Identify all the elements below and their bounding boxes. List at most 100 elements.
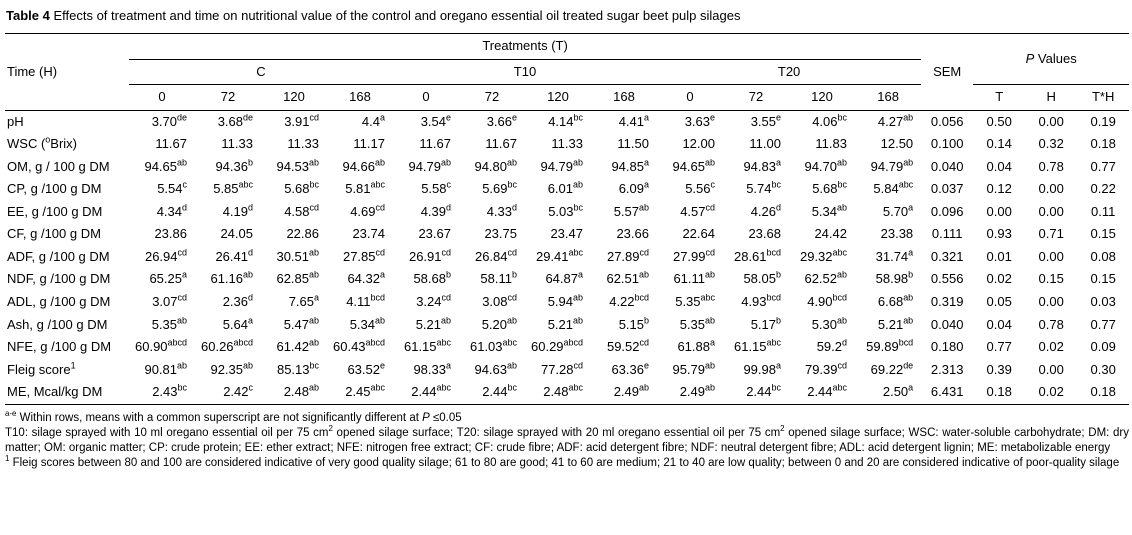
table-header: Time (H) Treatments (T) SEM P Values C T… [5, 33, 1130, 111]
value-cell: 11.67 [155, 136, 187, 152]
row-label: NFE, g /100 g DM [7, 339, 112, 355]
value-cell: 4.41a [618, 112, 649, 129]
value-cell: 64.87a [545, 270, 583, 287]
sem-cell: 0.040 [930, 316, 964, 332]
sem-cell: 0.040 [930, 158, 964, 174]
value-cell: 29.32abc [799, 247, 847, 264]
p-value-cell: 0.01 [986, 248, 1012, 264]
sem-cell: 0.180 [930, 339, 964, 355]
p-value-cell: 0.12 [986, 181, 1012, 197]
value-cell: 58.68b [413, 270, 451, 287]
value-cell: 58.98b [875, 270, 914, 287]
data-row: Ash, g /100 g DM 5.35ab 5.64a 5.47ab 5.34ab 5… [5, 314, 1129, 337]
value-cell: 94.79ab [408, 157, 451, 174]
sem-cell: 0.319 [930, 294, 964, 310]
value-cell: 4.4a [361, 112, 385, 129]
value-cell: 30.51ab [276, 247, 319, 264]
value-cell: 5.54c [157, 179, 187, 197]
value-cell: 5.94ab [547, 292, 583, 310]
value-cell: 6.09a [618, 179, 649, 197]
value-cell: 6.01ab [547, 179, 583, 197]
value-cell: 4.90bcd [807, 292, 847, 310]
value-cell: 3.66e [486, 112, 517, 129]
value-cell: 99.98a [743, 360, 781, 377]
value-cell: 23.66 [616, 226, 649, 242]
value-cell: 22.64 [682, 226, 715, 242]
data-row: ADL, g /100 g DM 3.07cd 2.36d 7.65a 4.11bcd 3… [5, 291, 1129, 314]
p-value-cell: 0.00 [1038, 294, 1064, 310]
p-value-cell: 0.93 [986, 226, 1012, 242]
value-cell: 5.34ab [811, 202, 847, 219]
value-cell: 94.36b [215, 157, 253, 174]
p-value-cell: 0.18 [1090, 136, 1116, 152]
row-label: WSC (oBrix) [7, 134, 77, 152]
value-cell: 62.52ab [804, 270, 847, 287]
value-cell: 62.85ab [276, 270, 319, 287]
header-row-groups: C T10 T20 [5, 59, 1129, 86]
footnotes: a-e Within rows, means with a common sup… [5, 409, 1129, 472]
value-cell: 11.83 [815, 136, 847, 152]
p-value-cell: 0.03 [1090, 294, 1116, 310]
time-col-header: 0 [129, 84, 195, 111]
value-cell: 4.22bcd [609, 292, 649, 310]
p-value-cell: 0.00 [986, 203, 1012, 219]
value-cell: 23.74 [352, 226, 385, 242]
value-cell: 61.16ab [210, 270, 253, 287]
header-row-treatments: Time (H) Treatments (T) SEM P Values [5, 33, 1130, 111]
p-value-cell: 0.00 [1038, 203, 1064, 219]
value-cell: 60.29abcd [531, 337, 583, 355]
value-cell: 5.15b [618, 315, 649, 332]
sem-cell: 0.321 [930, 248, 964, 264]
value-cell: 2.44abc [807, 382, 847, 400]
table-body: pH 3.70de 3.68de 3.91cd 4.4a 3.54e 3.66e 4.14bc… [5, 110, 1129, 404]
row-label: NDF, g /100 g DM [7, 271, 111, 287]
p-value-cell: 0.02 [1038, 384, 1064, 400]
value-cell: 3.24cd [416, 292, 451, 310]
value-cell: 95.79ab [672, 360, 715, 377]
value-cell: 24.05 [220, 226, 253, 242]
time-col-header: 0 [657, 84, 723, 111]
time-col-header: 120 [789, 84, 855, 111]
row-label: OM, g / 100 g DM [7, 158, 110, 174]
value-cell: 24.42 [814, 226, 847, 242]
value-cell: 29.41abc [535, 247, 583, 264]
value-cell: 69.22de [870, 360, 914, 377]
group-header-t20: T20 [657, 59, 922, 86]
row-label: Fleig score1 [7, 360, 76, 377]
data-row: WSC (oBrix) 11.67 11.33 11.33 11.17 11.67 11.6… [5, 133, 1129, 156]
data-row: OM, g / 100 g DM 94.65ab 94.36b 94.53ab 94.6… [5, 156, 1129, 179]
value-cell: 94.80ab [474, 157, 517, 174]
row-label: ADL, g /100 g DM [7, 294, 111, 310]
value-cell: 26.94cd [144, 247, 187, 264]
value-cell: 92.35ab [210, 360, 253, 377]
p-value-cell: 0.00 [1038, 113, 1064, 129]
value-cell: 5.17b [750, 315, 781, 332]
value-cell: 61.15abc [733, 337, 781, 355]
value-cell: 26.84cd [474, 247, 517, 264]
time-col-header: 0 [393, 84, 459, 111]
data-row: Fleig score1 90.81ab 92.35ab 85.13bc 63.52e 9… [5, 359, 1129, 382]
value-cell: 11.33 [287, 136, 319, 152]
sem-header: SEM [921, 33, 974, 111]
p-value-cell: 0.04 [986, 316, 1012, 332]
value-cell: 2.49ab [613, 382, 649, 400]
value-cell: 5.57ab [613, 202, 649, 219]
value-cell: 5.20ab [481, 315, 517, 332]
p-value-cell: 0.18 [986, 384, 1012, 400]
table-caption-text: Effects of treatment and time on nutriti… [49, 8, 741, 23]
value-cell: 11.17 [353, 136, 385, 152]
value-cell: 3.70de [151, 112, 187, 129]
value-cell: 94.53ab [276, 157, 319, 174]
value-cell: 60.43abcd [333, 337, 385, 355]
p-value-cell: 0.00 [1038, 181, 1064, 197]
value-cell: 2.48ab [283, 382, 319, 400]
value-cell: 5.69bc [482, 179, 517, 197]
data-row: pH 3.70de 3.68de 3.91cd 4.4a 3.54e 3.66e 4.14bc… [5, 110, 1129, 133]
value-cell: 11.67 [485, 136, 517, 152]
data-row: NDF, g /100 g DM 65.25a 61.16ab 62.85ab 64.3… [5, 268, 1129, 291]
value-cell: 4.58cd [284, 202, 319, 219]
row-label: ADF, g /100 g DM [7, 248, 110, 264]
value-cell: 77.28cd [540, 360, 583, 377]
sem-cell: 0.037 [930, 181, 964, 197]
value-cell: 12.50 [880, 136, 914, 152]
